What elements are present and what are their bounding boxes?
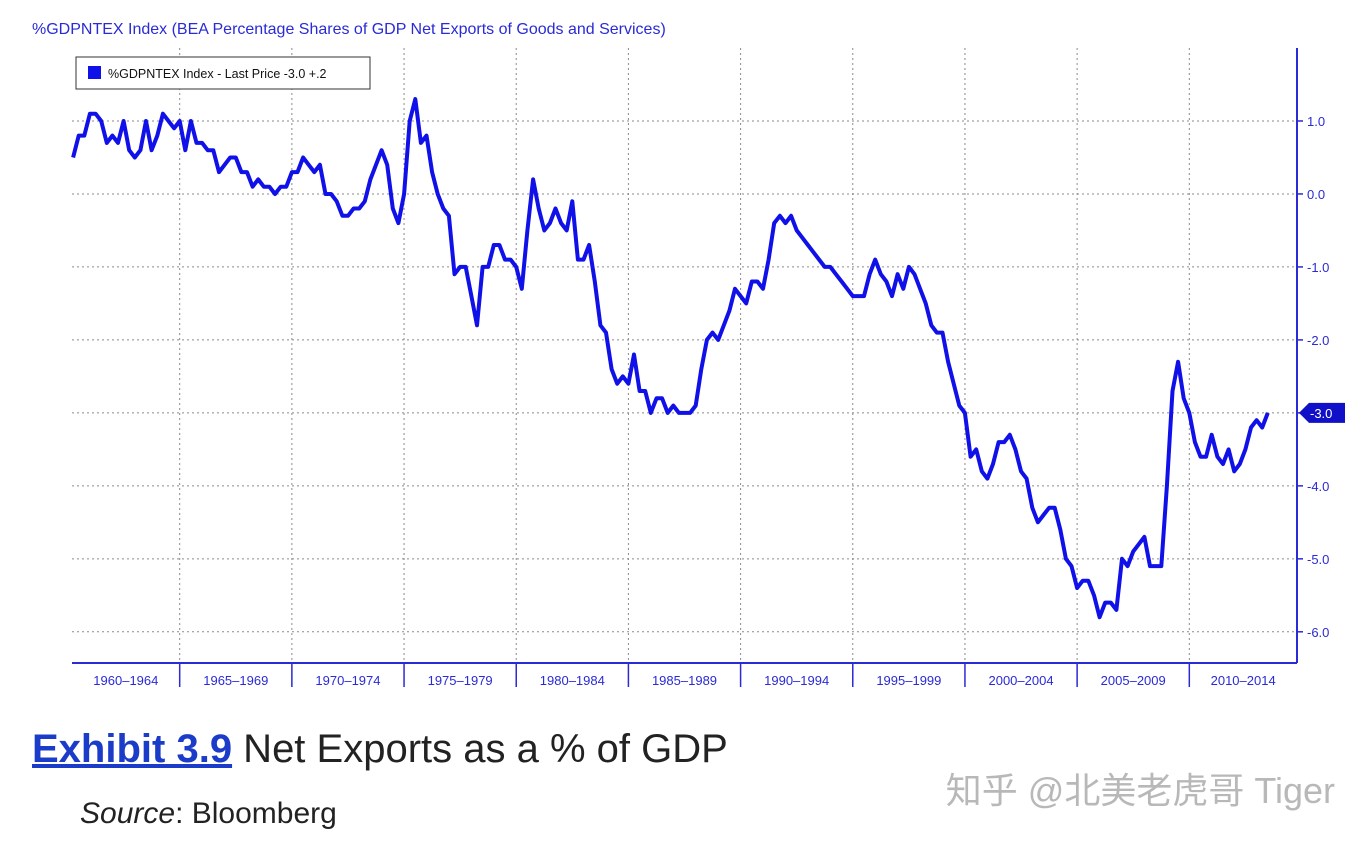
last-price-tag xyxy=(1299,402,1345,423)
x-period-label: 2000–2004 xyxy=(988,673,1053,688)
x-period-label: 2005–2009 xyxy=(1101,673,1166,688)
plot: 1.0 0.0 -1.0 -2.0 -3.0 -4.0 -5.0 -6.0 1960–1964 1… xyxy=(71,48,1345,688)
x-period-label: 1980–1984 xyxy=(540,673,605,688)
y-tick-label: -2.0 xyxy=(1307,333,1329,348)
caption-title: Net Exports as a % of GDP xyxy=(232,727,728,771)
chart-title: %GDPNTEX Index (BEA Percentage Shares of… xyxy=(32,21,666,38)
y-tick-label: -5.0 xyxy=(1307,552,1329,567)
x-period-label: 1970–1974 xyxy=(315,673,380,688)
source-label: Source xyxy=(80,797,175,830)
last-price-label: -3.0 xyxy=(1310,406,1332,421)
x-period-label: 2010–2014 xyxy=(1211,673,1276,688)
x-period-label: 1965–1969 xyxy=(203,673,268,688)
watermark: 知乎 @北美老虎哥 Tiger xyxy=(946,770,1335,811)
source: Source: Bloomberg xyxy=(80,797,337,830)
x-period-label: 1990–1994 xyxy=(764,673,829,688)
x-period-label: 1960–1964 xyxy=(93,673,158,688)
y-tick-label: -1.0 xyxy=(1307,260,1329,275)
legend-box xyxy=(75,56,371,90)
y-tick-label: -4.0 xyxy=(1307,479,1329,494)
data-line xyxy=(71,97,1270,620)
legend-swatch xyxy=(88,66,101,79)
caption: Exhibit 3.9 Net Exports as a % of GDP xyxy=(32,727,728,771)
y-tick-label: 1.0 xyxy=(1307,114,1325,129)
legend-label: %GDPNTEX Index - Last Price -3.0 +.2 xyxy=(108,67,327,81)
y-tick-label: -6.0 xyxy=(1307,625,1329,640)
x-period-label: 1985–1989 xyxy=(652,673,717,688)
exhibit-link[interactable]: Exhibit 3.9 xyxy=(32,727,232,771)
source-text: : Bloomberg xyxy=(175,797,337,830)
x-period-label: 1975–1979 xyxy=(428,673,493,688)
y-tick-label: 0.0 xyxy=(1307,187,1325,202)
x-period-label: 1995–1999 xyxy=(876,673,941,688)
